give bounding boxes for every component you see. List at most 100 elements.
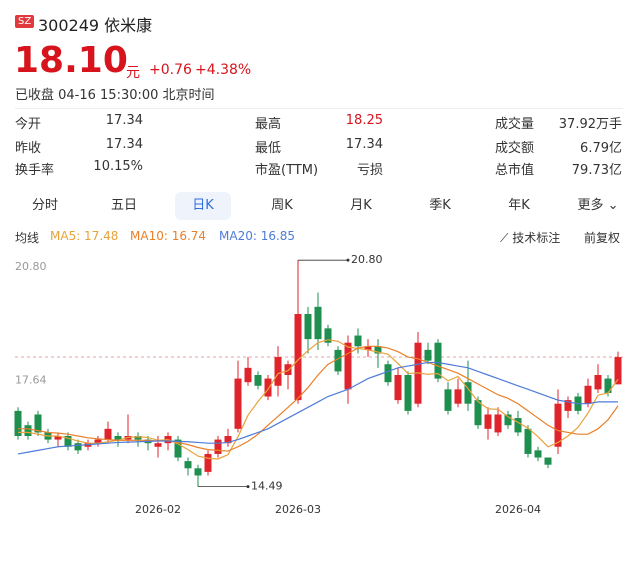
period-tab[interactable]: 日K [175,192,231,220]
stat-label: 总市值 [495,163,535,178]
extreme-dot [346,258,350,262]
stat-value: 37.92万手 [558,117,622,132]
candle-body [364,346,372,350]
period-tab[interactable]: 分时 [31,198,58,213]
candle-body [424,349,432,361]
stat-value: 亏损 [356,163,383,178]
period-tab[interactable]: 年K [508,198,530,213]
candle-body [334,349,342,372]
candle-body [554,403,562,447]
candle-body [244,367,252,383]
stat-label: 换手率 [15,163,55,178]
ma-line [18,345,619,452]
stat-label: 最高 [255,117,282,132]
candle-body [374,346,382,354]
change-pct: +4.38% [195,62,252,78]
candle-body [114,436,122,440]
candle-body [24,425,32,436]
candle-body [354,335,362,347]
ma-title: 均线 [15,231,40,245]
candle-body [484,414,492,429]
candle-body [194,468,202,476]
y-tick-label: 20.80 [15,260,47,273]
candle-body [574,396,582,411]
tool-button[interactable]: ⟋ 技术标注 [500,231,561,245]
y-tick-label: 17.64 [15,374,47,387]
stat-value: 10.15% [93,159,143,174]
candle-body [514,418,522,433]
period-tab[interactable]: 更多 ⌄ [577,198,619,213]
stat-label: 市盈(TTM) [255,163,319,178]
candle-body [544,457,552,465]
stat-value: 6.79亿 [580,141,622,156]
stat-label: 成交量 [495,117,535,132]
candle-body [154,443,162,447]
candle-body [164,436,172,444]
x-tick-label: 2026-02 [135,503,181,516]
ma-line [17,361,618,455]
candle-body [494,414,502,433]
price-unit: 元 [126,65,140,81]
candle-body [14,410,22,436]
candle-body [254,375,262,386]
stat-value: 79.73亿 [571,163,622,178]
candle-body [314,306,322,340]
period-tab[interactable]: 季K [429,198,451,213]
candle-body [444,389,452,411]
candle-body [284,364,292,375]
candle-body [344,342,352,390]
candle-body [524,428,532,454]
ma-line [18,339,619,460]
candle-body [214,439,222,454]
price: 18.10 [14,40,128,81]
ma-legend: MA20: 16.85 [219,229,296,243]
stat-label: 最低 [255,141,282,156]
candle-body [274,357,282,386]
extreme-label: 14.49 [251,480,283,493]
candle-body [204,453,212,472]
stat-label: 成交额 [495,141,535,156]
candle-body [584,385,592,404]
tool-button[interactable]: 前复权 [584,231,621,245]
ma-legend: MA10: 16.74 [130,229,207,243]
tool-label[interactable]: 技术标注 [512,231,561,245]
candle-body [264,378,272,397]
period-tab[interactable]: 月K [350,198,372,213]
divider [15,108,623,109]
candle-body [394,375,402,401]
extreme-dot [246,485,250,489]
extreme-label: 20.80 [351,253,383,266]
candle-body [134,436,142,440]
candle-body [44,432,52,440]
candle-body [144,439,152,444]
candle-body [84,443,92,447]
candle-body [294,314,302,401]
candle-body [404,375,412,411]
candle-body [174,439,182,458]
candle-body [504,414,512,426]
period-tab[interactable]: 周K [271,198,293,213]
candle-body [104,428,112,440]
market-badge: SZ [15,15,35,28]
candle-body [564,400,572,411]
change: +0.76 [149,62,192,78]
stat-label: 今开 [15,117,42,132]
candle-body [414,342,422,404]
chevron[interactable]: ⌄ [603,198,619,213]
candle-body [124,436,132,440]
x-tick-label: 2026-03 [275,503,321,516]
candle-body [74,443,82,451]
candle-body [474,400,482,426]
stat-value: 17.34 [345,137,383,152]
stat-value: 17.34 [105,137,143,152]
candle-body [594,375,602,390]
candle-body [454,389,462,404]
candle-body [34,414,42,433]
period-tab[interactable]: 五日 [110,198,137,213]
candle-body [224,436,232,444]
candle-body [384,364,392,383]
stock-name: 300249 依米康 [38,16,153,35]
candle-body [304,314,312,340]
stat-label: 昨收 [15,141,42,156]
